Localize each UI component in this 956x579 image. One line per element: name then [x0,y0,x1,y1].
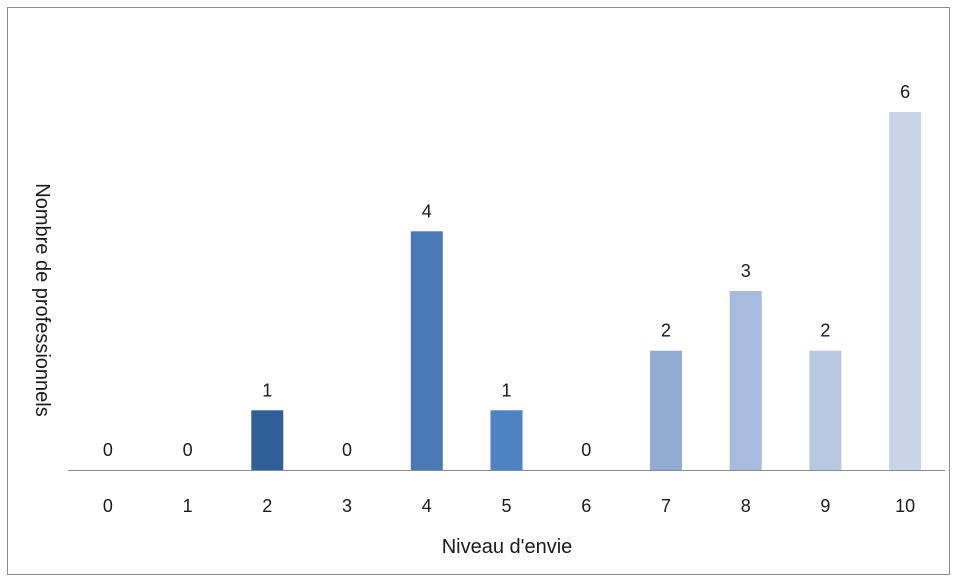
bar-2 [251,410,284,470]
data-label-5: 1 [501,380,511,400]
data-label-4: 4 [422,201,432,221]
x-tick-label-7: 7 [661,496,671,516]
x-tick-label-6: 6 [581,496,591,516]
data-labels-group: 0 0 1 0 4 1 0 2 3 2 6 [103,82,910,460]
bar-4 [410,231,443,470]
x-tick-label-10: 10 [895,496,915,516]
x-tick-label-5: 5 [501,496,511,516]
x-tick-label-0: 0 [103,496,113,516]
chart-frame [7,7,950,575]
data-label-0: 0 [103,440,113,460]
data-label-9: 2 [820,321,830,341]
x-tick-label-9: 9 [820,496,830,516]
x-tick-labels-group: 0 1 2 3 4 5 6 7 8 9 10 [103,496,915,516]
data-label-1: 0 [183,440,193,460]
x-tick-label-4: 4 [422,496,432,516]
data-label-8: 3 [741,261,751,281]
bar-7 [650,350,682,470]
bar-9 [809,350,842,470]
bar-5 [490,410,523,470]
x-tick-label-8: 8 [741,496,751,516]
data-label-2: 1 [262,380,272,400]
data-label-10: 6 [900,82,910,102]
bar-10 [889,112,922,470]
data-label-7: 2 [661,321,671,341]
x-tick-label-1: 1 [183,496,193,516]
data-label-6: 0 [581,440,591,460]
data-label-3: 0 [342,440,352,460]
y-axis-title: Nombre de professionnels [31,183,53,416]
x-tick-label-2: 2 [262,496,272,516]
x-axis-title: Niveau d'envie [442,536,573,558]
bar-8 [729,291,762,470]
x-tick-label-3: 3 [342,496,352,516]
bars-group [251,112,922,470]
